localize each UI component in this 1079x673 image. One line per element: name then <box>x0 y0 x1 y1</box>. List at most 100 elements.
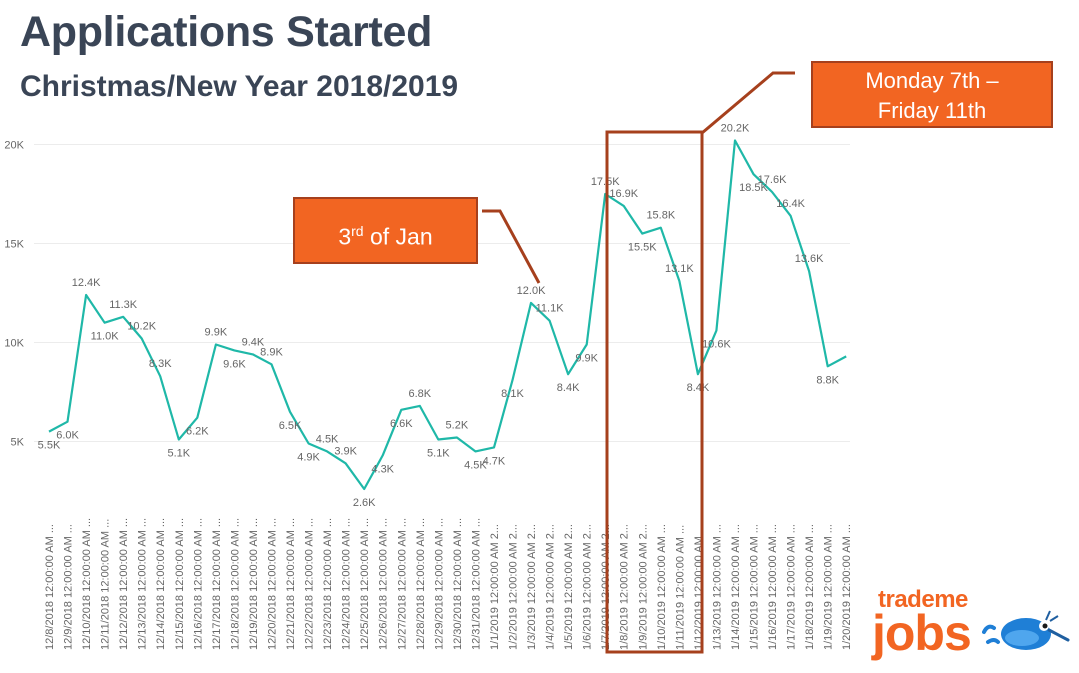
data-label: 8.4K <box>557 382 580 394</box>
data-label: 9.4K <box>242 336 265 348</box>
week-highlight-box <box>605 130 704 654</box>
data-label: 4.3K <box>371 463 394 475</box>
x-tick-label: 12/9/2018 12:00:00 AM ... <box>63 524 75 650</box>
data-label: 16.4K <box>776 198 805 210</box>
data-label: 6.2K <box>186 426 209 438</box>
data-label: 12.4K <box>72 277 101 289</box>
logo-line1: trademe <box>878 586 968 613</box>
x-tick-label: 1/16/2019 12:00:00 AM ... <box>767 524 779 650</box>
y-tick-label: 5K <box>11 437 25 449</box>
data-label: 4.9K <box>297 451 320 463</box>
data-label: 6.0K <box>56 430 79 442</box>
x-tick-label: 1/5/2019 12:00:00 AM 2... <box>563 524 575 650</box>
x-tick-label: 1/9/2019 12:00:00 AM 2... <box>637 524 649 650</box>
x-axis-ticks: 12/8/2018 12:00:00 AM ... 12/9/2018 12:00… <box>44 518 853 650</box>
logo-line2: jobs <box>872 605 972 661</box>
data-label: 10.2K <box>127 321 156 333</box>
data-label: 8.4K <box>687 382 710 394</box>
data-label: 15.5K <box>628 242 657 254</box>
x-tick-label: 12/16/2018 12:00:00 AM ... <box>192 518 204 650</box>
y-axis-ticks: 5K 10K 15K 20K <box>4 140 24 449</box>
x-tick-label: 12/23/2018 12:00:00 AM ... <box>322 518 334 650</box>
data-label: 15.8K <box>646 210 675 222</box>
data-label: 8.3K <box>149 358 172 370</box>
x-tick-label: 1/15/2019 12:00:00 AM ... <box>749 524 761 650</box>
jan3-callout: 3rd of Jan <box>293 197 478 264</box>
y-tick-label: 20K <box>4 140 24 152</box>
x-tick-label: 12/25/2018 12:00:00 AM ... <box>359 518 371 650</box>
x-tick-label: 12/19/2018 12:00:00 AM ... <box>248 518 260 650</box>
x-tick-label: 1/10/2019 12:00:00 AM ... <box>656 524 668 650</box>
page-subtitle: Christmas/New Year 2018/2019 <box>20 70 459 103</box>
x-tick-label: 1/19/2019 12:00:00 AM ... <box>823 524 835 650</box>
jan3-callout-suffix: rd <box>351 223 364 239</box>
page-title: Applications Started <box>20 8 433 56</box>
x-tick-label: 1/11/2019 12:00:00 AM ... <box>674 525 686 650</box>
data-label: 11.1K <box>536 303 565 315</box>
data-label: 4.7K <box>483 455 506 467</box>
data-label: 6.8K <box>408 388 431 400</box>
x-tick-label: 12/26/2018 12:00:00 AM ... <box>378 518 390 650</box>
x-tick-label: 1/13/2019 12:00:00 AM ... <box>711 524 723 650</box>
x-tick-label: 12/30/2018 12:00:00 AM ... <box>452 518 464 650</box>
x-tick-label: 1/2/2019 12:00:00 AM 2... <box>508 524 520 650</box>
x-tick-label: 12/24/2018 12:00:00 AM ... <box>341 518 353 650</box>
week-callout-line2: Friday 11th <box>877 98 987 123</box>
data-label: 5.5K <box>38 440 61 452</box>
x-tick-label: 12/15/2018 12:00:00 AM ... <box>174 518 186 650</box>
data-label: 4.5K <box>316 433 339 445</box>
grid-lines <box>34 144 850 442</box>
data-label: 9.6K <box>223 358 246 370</box>
y-tick-label: 10K <box>4 338 24 350</box>
x-tick-label: 12/31/2018 12:00:00 AM ... <box>470 518 482 650</box>
x-tick-label: 12/8/2018 12:00:00 AM ... <box>44 524 56 650</box>
y-tick-label: 15K <box>4 239 24 251</box>
jan3-callout-connector <box>482 209 541 284</box>
data-label: 8.1K <box>501 388 524 400</box>
week-callout-line1: Monday 7th – <box>865 68 999 93</box>
x-tick-label: 12/22/2018 12:00:00 AM ... <box>304 518 316 650</box>
data-label: 12.0K <box>517 285 546 297</box>
x-tick-label: 12/21/2018 12:00:00 AM ... <box>285 518 297 650</box>
highlight-layer <box>482 71 795 284</box>
x-tick-label: 1/3/2019 12:00:00 AM 2... <box>526 524 538 650</box>
data-label: 18.5K <box>739 182 768 194</box>
data-label: 10.6K <box>702 339 731 351</box>
data-label: 16.9K <box>609 188 638 200</box>
data-label: 20.2K <box>721 123 750 135</box>
series-layer <box>48 139 847 491</box>
x-tick-label: 1/8/2019 12:00:00 AM 2... <box>619 524 631 650</box>
x-tick-label: 12/14/2018 12:00:00 AM ... <box>155 518 167 650</box>
x-tick-label: 1/17/2019 12:00:00 AM ... <box>786 524 798 650</box>
x-tick-label: 1/1/2019 12:00:00 AM 2... <box>489 524 501 650</box>
x-tick-label: 1/20/2019 12:00:00 AM ... <box>841 524 853 650</box>
trademe-jobs-logo: trademe jobs <box>872 586 1072 666</box>
data-label: 6.6K <box>390 418 413 430</box>
x-tick-label: 12/11/2018 12:00:00 AM ... <box>100 519 112 650</box>
x-tick-label: 12/12/2018 12:00:00 AM ... <box>118 518 130 650</box>
data-label: 8.8K <box>816 374 839 386</box>
series-line <box>48 139 847 491</box>
data-label: 6.5K <box>279 420 302 432</box>
data-labels: 5.5K6.0K 12.4K 11.0K 11.3K 10.2K 8.3K 5.1K 6.2K… <box>38 123 840 509</box>
data-label: 5.1K <box>167 448 190 460</box>
week-callout: Monday 7th – Friday 11th <box>811 61 1053 128</box>
data-label: 13.6K <box>795 253 824 265</box>
data-label: 9.9K <box>205 326 228 338</box>
kiwi-bird-icon <box>982 610 1070 650</box>
x-tick-label: 12/13/2018 12:00:00 AM ... <box>137 518 149 650</box>
jan3-callout-number: 3 <box>338 223 352 250</box>
x-tick-label: 12/20/2018 12:00:00 AM ... <box>266 518 278 650</box>
week-callout-connector <box>701 71 795 135</box>
x-tick-label: 12/17/2018 12:00:00 AM ... <box>211 518 223 650</box>
x-tick-label: 12/28/2018 12:00:00 AM ... <box>415 518 427 650</box>
x-tick-label: 12/10/2018 12:00:00 AM ... <box>81 518 93 650</box>
x-tick-label: 12/27/2018 12:00:00 AM ... <box>396 518 408 650</box>
x-tick-label: 1/6/2019 12:00:00 AM 2... <box>582 524 594 650</box>
data-label: 3.9K <box>334 445 357 457</box>
data-label: 9.9K <box>575 352 598 364</box>
x-tick-label: 12/18/2018 12:00:00 AM ... <box>229 518 241 650</box>
data-label: 11.0K <box>91 331 120 343</box>
data-label: 4.5K <box>464 459 487 471</box>
